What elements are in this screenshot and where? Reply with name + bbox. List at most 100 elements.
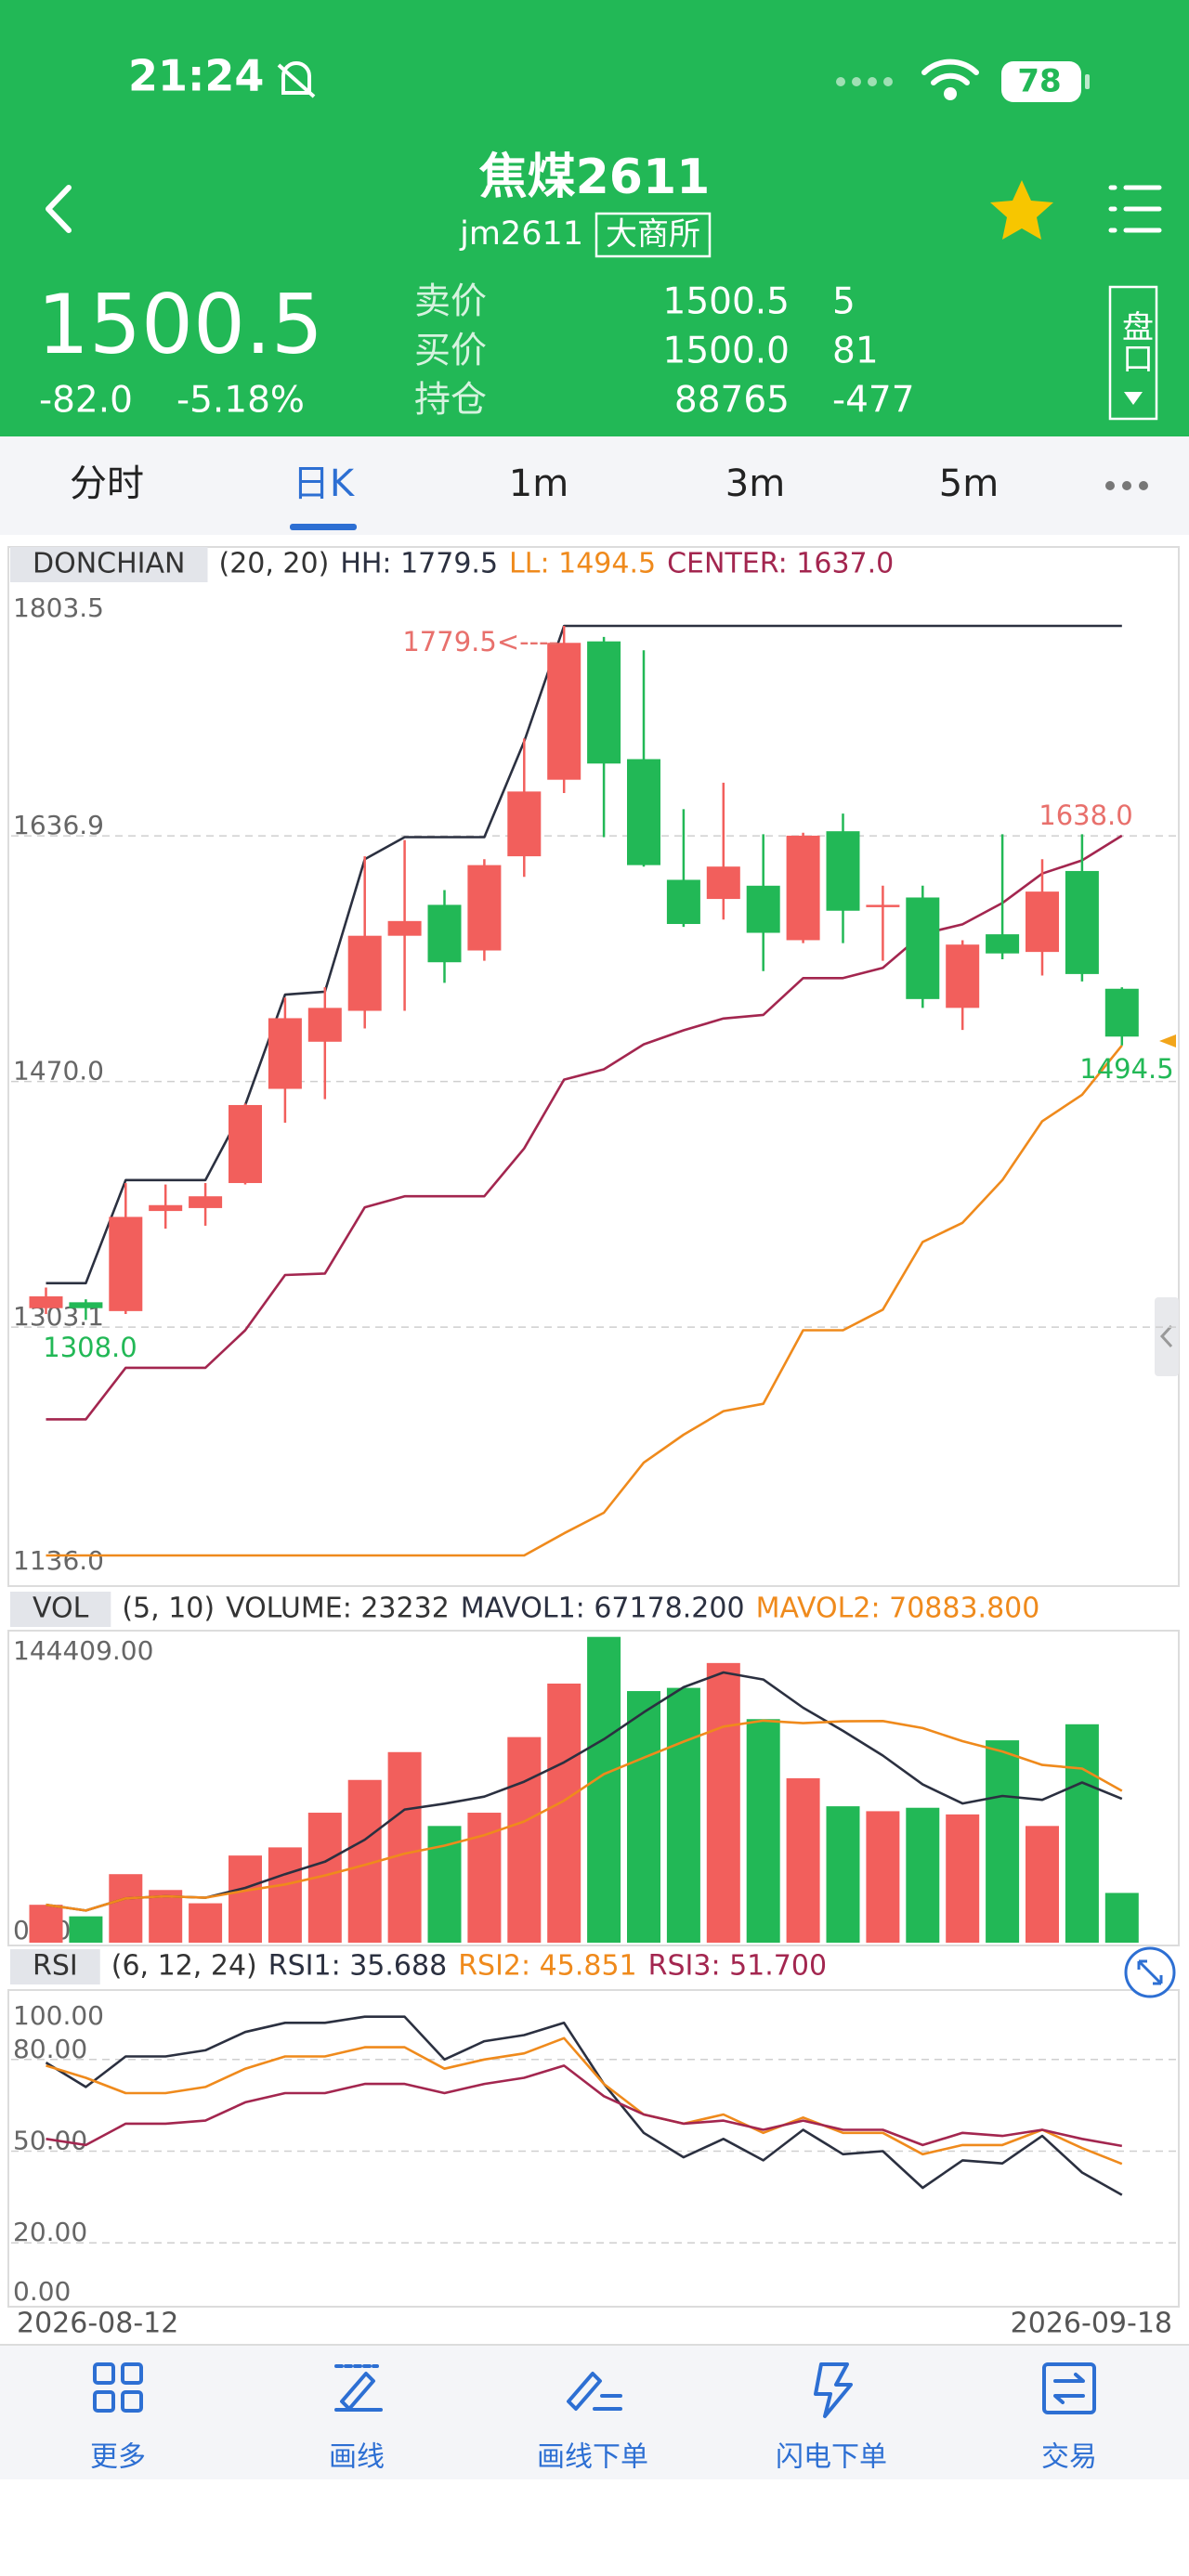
side-handle-arrow [1159, 1324, 1173, 1348]
legend-badge [10, 1949, 100, 1984]
expand-icon [1137, 1959, 1163, 1985]
flash-order-icon[interactable] [814, 2362, 853, 2418]
bottom-nav [0, 2345, 1189, 2479]
exchange-box [594, 212, 712, 258]
x-tick-label: 2026-09-18 [1011, 2308, 1172, 2340]
price-annotation: 1779.5<---- [402, 626, 558, 657]
battery-level: 78 [1017, 63, 1061, 100]
trade-icon[interactable] [1042, 2362, 1096, 2414]
volume-bar [29, 1905, 63, 1943]
indicator-line [45, 2015, 1123, 2196]
draw-order-icon[interactable] [567, 2372, 622, 2411]
favorite-star[interactable] [990, 180, 1053, 240]
more-tabs[interactable] [1105, 481, 1148, 490]
legend-text: HH: 1779.5 [340, 548, 498, 580]
legend-text: RSI1: 35.688 [268, 1950, 447, 1983]
nav-label[interactable]: 画线下单 [537, 2441, 648, 2474]
volume-bar [1104, 1893, 1139, 1943]
y-tick-label: 144409.00 [13, 1635, 153, 1666]
volume-bar [109, 1874, 143, 1943]
candle-body [986, 934, 1020, 954]
battery-tip [1085, 74, 1090, 89]
y-tick-label: 1136.0 [13, 1545, 104, 1576]
volume-bar [507, 1737, 542, 1943]
tab[interactable]: 日K [293, 462, 356, 505]
ask-volume: 5 [832, 281, 856, 323]
more-icon[interactable] [93, 2362, 143, 2413]
candle-body [427, 904, 462, 963]
rsi-panel [7, 1989, 1180, 2308]
draw-icon[interactable] [334, 2364, 383, 2412]
oi-change: -477 [832, 380, 915, 422]
candle-body [229, 1104, 262, 1183]
volume-bar [1065, 1724, 1099, 1943]
bid-price: 1500.0 [663, 331, 790, 372]
candle-body [1104, 988, 1139, 1037]
candle-body [786, 835, 820, 941]
oi-label: 持仓 [414, 380, 487, 422]
nav-label[interactable]: 交易 [1041, 2441, 1097, 2474]
nav-label[interactable]: 画线 [329, 2441, 385, 2474]
ask-price: 1500.5 [663, 281, 790, 323]
bell-muted-icon [277, 61, 316, 98]
status-time: 21:24 [128, 51, 264, 101]
candle-body [1026, 891, 1059, 953]
y-tick-label: 80.00 [13, 2034, 87, 2064]
y-tick-label: 1470.0 [13, 1056, 104, 1086]
volume-bar [866, 1811, 900, 1943]
y-tick-label: 0.00 [13, 2276, 71, 2307]
legend-text: (5, 10) [122, 1593, 215, 1625]
candle-body [666, 879, 700, 925]
price-annotation: 1308.0 [43, 1332, 137, 1363]
nav-label[interactable]: 闪电下单 [776, 2441, 887, 2474]
back-button[interactable] [46, 185, 72, 233]
volume-bar [229, 1855, 262, 1943]
tab[interactable]: 分时 [70, 462, 144, 505]
candle-body [189, 1196, 223, 1208]
price-annotation: 1638.0 [1039, 800, 1132, 831]
wifi-icon [921, 59, 979, 100]
indicator-line [46, 2064, 1123, 2148]
tab[interactable]: 3m [725, 462, 785, 505]
order-book-arrow [1124, 392, 1143, 405]
candle-body [387, 920, 422, 936]
y-tick-label: 1636.9 [13, 810, 104, 840]
indicator-line [46, 1671, 1123, 1912]
legend-text: VOLUME: 23232 [226, 1593, 450, 1625]
candle-body [746, 885, 780, 933]
candle-body [866, 904, 900, 907]
open-interest: 88765 [674, 380, 790, 422]
volume-bar [666, 1687, 700, 1943]
candle-body [706, 866, 740, 900]
header-bg [0, 0, 1189, 436]
price-change: -82.0 [39, 380, 133, 422]
ask-label: 卖价 [414, 281, 487, 323]
order-book-button[interactable] [1108, 285, 1158, 421]
legend-text: (20, 20) [218, 548, 329, 580]
legend-text: LL: 1494.5 [509, 548, 656, 580]
candle-body [587, 641, 621, 764]
last-price: 1500.5 [37, 277, 323, 372]
tab[interactable]: 5m [939, 462, 999, 505]
volume-bar [627, 1691, 660, 1943]
legend-text: VOL [33, 1593, 89, 1625]
tab[interactable]: 1m [509, 462, 568, 505]
price-annotation: 1494.5 [1079, 1053, 1173, 1085]
side-handle[interactable] [1155, 1297, 1179, 1376]
candle-body [467, 865, 502, 951]
bid-volume: 81 [832, 331, 879, 372]
bid-label: 买价 [414, 331, 487, 372]
contract-code: jm2611 [459, 215, 583, 253]
menu-button[interactable] [1108, 185, 1162, 233]
tab-bar [0, 436, 1189, 535]
volume-bar [946, 1814, 980, 1943]
nav-label[interactable]: 更多 [90, 2441, 146, 2474]
y-tick-label: 20.00 [13, 2217, 87, 2247]
x-tick-label: 2026-08-12 [17, 2308, 178, 2340]
legend-text: (6, 12, 24) [111, 1950, 257, 1983]
candle-body [69, 1302, 103, 1308]
volume-bar [149, 1890, 183, 1943]
indicator-line [46, 834, 1123, 1421]
exchange: 大商所 [606, 216, 700, 254]
